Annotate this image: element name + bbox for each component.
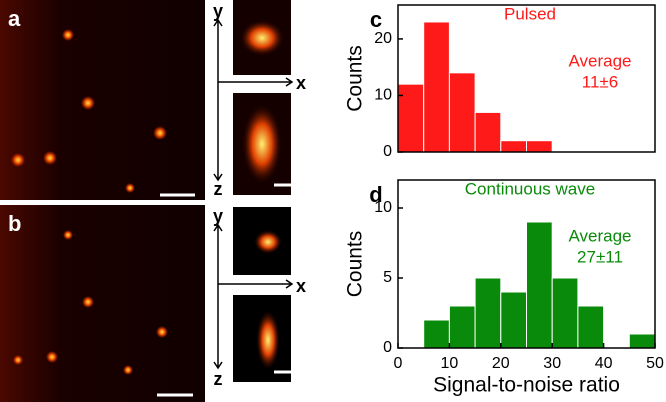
y-axis-label: Counts	[344, 231, 367, 298]
axis-label: x	[296, 276, 306, 296]
x-tick-label: 30	[543, 355, 561, 372]
y-tick-label: 0	[383, 143, 392, 160]
bar	[448, 305, 476, 349]
panel-label: a	[8, 6, 21, 31]
annotation: Continuous wave	[465, 179, 595, 198]
panel-label: c	[370, 7, 382, 32]
bar	[526, 221, 553, 349]
x-tick-label: 20	[492, 355, 510, 372]
image-b	[0, 205, 205, 402]
x-tick-label: 0	[394, 355, 403, 372]
panel-label: b	[8, 211, 21, 236]
plot-frame	[397, 4, 656, 153]
bar	[423, 21, 450, 153]
average-value: 27±11	[577, 247, 623, 266]
annotation: Pulsed	[504, 4, 556, 23]
average-value: 11±6	[582, 72, 618, 91]
bar	[551, 277, 579, 349]
bar	[500, 291, 527, 349]
y-tick-label: 5	[383, 269, 392, 286]
bar	[423, 319, 450, 349]
bar	[526, 140, 553, 153]
average-label: Average	[568, 226, 631, 245]
inset-images	[233, 0, 292, 382]
average-label: Average	[568, 51, 631, 70]
bar	[474, 111, 502, 153]
bar	[577, 305, 605, 349]
axis-label: y	[213, 1, 223, 21]
bar	[397, 83, 425, 153]
bar	[500, 140, 527, 153]
y-tick-label: 10	[374, 87, 392, 104]
axis-label: x	[296, 73, 306, 93]
x-tick-label: 40	[595, 355, 613, 372]
x-tick-label: 50	[646, 355, 664, 372]
y-tick-label: 20	[374, 30, 392, 47]
y-tick-label: 10	[374, 199, 392, 216]
y-axis-label: Counts	[344, 45, 367, 112]
x-axis-label: Signal-to-noise ratio	[433, 374, 620, 397]
axis-label: y	[213, 206, 223, 226]
axis-arrows	[213, 18, 294, 370]
image-a	[0, 0, 205, 200]
plot-frame	[397, 179, 656, 349]
axis-label: z	[214, 179, 223, 199]
axis-label: z	[214, 369, 223, 389]
bar	[448, 72, 476, 153]
bar	[628, 333, 656, 349]
x-tick-label: 10	[441, 355, 459, 372]
bar	[474, 277, 502, 349]
y-tick-label: 0	[383, 339, 392, 356]
panel-label: d	[369, 182, 382, 207]
